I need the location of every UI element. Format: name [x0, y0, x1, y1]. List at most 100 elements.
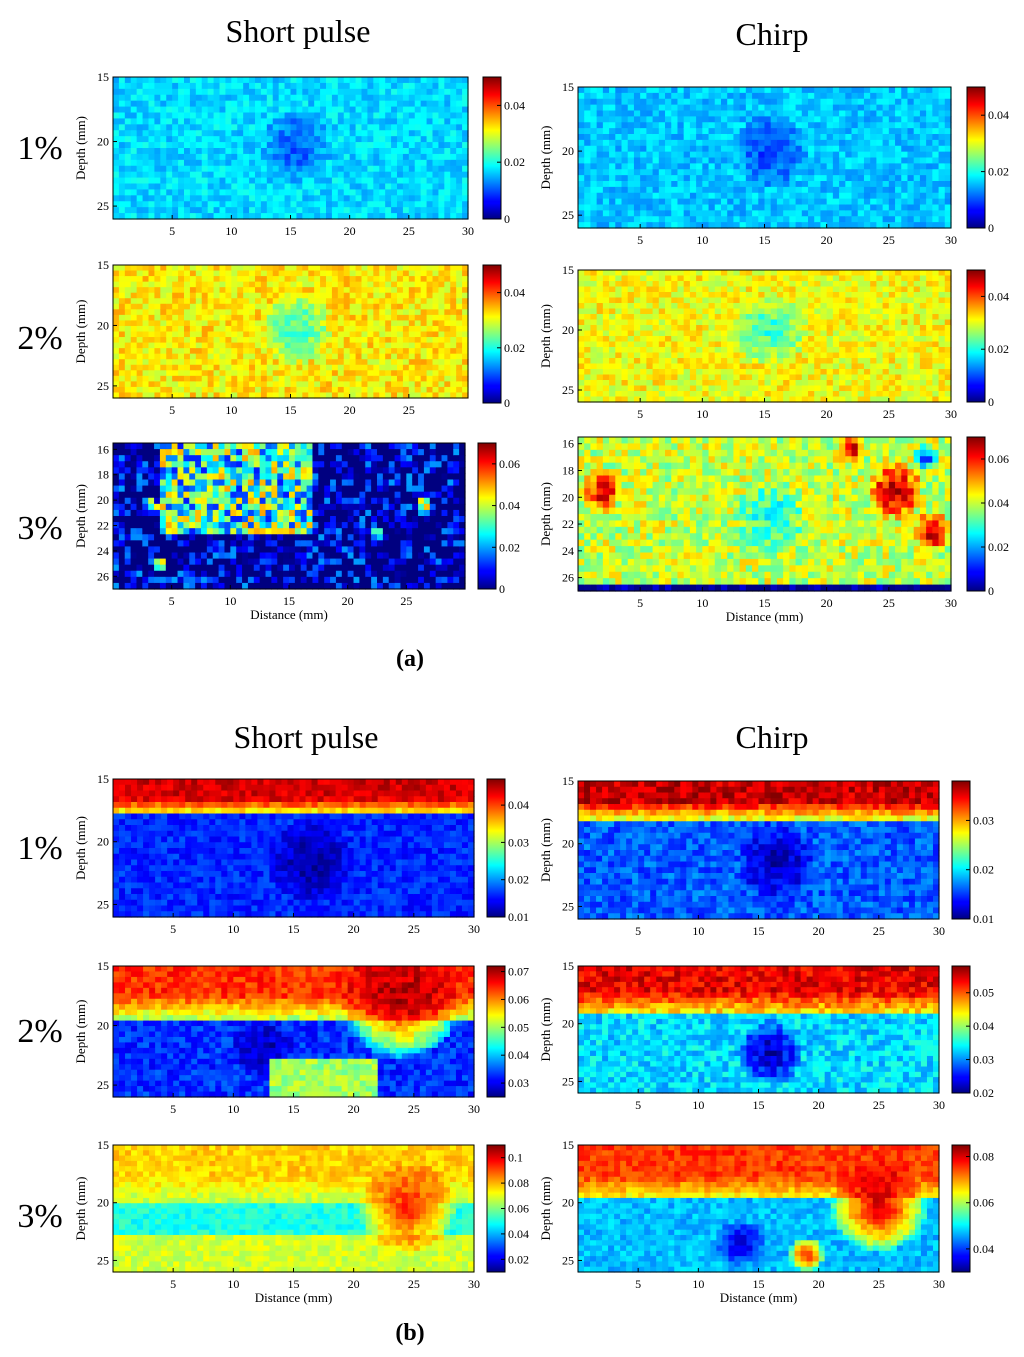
x-axis-label: Distance (mm) — [720, 1290, 798, 1305]
colorbar-tick-label: 0.04 — [988, 289, 1009, 303]
y-tick-label: 25 — [97, 199, 109, 213]
colorbar-tick-label: 0.06 — [973, 1196, 994, 1210]
column-title: Short pulse — [234, 719, 379, 755]
x-tick-label: 15 — [753, 1277, 765, 1291]
x-tick-label: 20 — [813, 1098, 825, 1112]
y-tick-label: 20 — [97, 493, 109, 507]
x-tick-label: 20 — [348, 1102, 360, 1116]
colorbar — [966, 86, 986, 229]
x-tick-label: 10 — [696, 233, 708, 247]
heatmap-image — [113, 443, 466, 590]
colorbar-tick-label: 0.02 — [504, 341, 525, 355]
x-tick-label: 20 — [821, 407, 833, 421]
colorbar — [966, 436, 986, 592]
heatmap-4: 5 10 15 20 25 30 15 20 25 Depth (mm) 0 0.02 0.04 — [538, 263, 1009, 421]
y-tick-label: 25 — [562, 1253, 574, 1267]
y-axis-label: Depth (mm) — [73, 1177, 88, 1241]
y-tick-label: 15 — [97, 258, 109, 272]
heatmap-image — [578, 966, 940, 1094]
colorbar-tick-label: 0.08 — [508, 1176, 529, 1190]
y-tick-label: 15 — [97, 772, 109, 786]
y-tick-label: 15 — [97, 1138, 109, 1152]
heatmap-7: 5 10 15 20 25 30 15 20 25 Depth (mm) Short pulse 1%… — [17, 719, 529, 936]
colorbar — [951, 965, 971, 1094]
x-tick-label: 15 — [759, 596, 771, 610]
colorbar-tick-label: 0.04 — [504, 286, 525, 300]
colorbar-tick-label: 0.02 — [973, 863, 994, 877]
colorbar-tick-label: 0 — [504, 212, 510, 226]
y-tick-label: 20 — [562, 490, 574, 504]
y-axis-label: Depth (mm) — [73, 1000, 88, 1064]
x-tick-label: 15 — [285, 403, 297, 417]
heatmap-image — [578, 437, 952, 592]
colorbar-tick-label: 0.03 — [973, 1053, 994, 1067]
colorbar-tick-label: 0.06 — [499, 457, 520, 471]
x-tick-label: 25 — [403, 403, 415, 417]
row-label: 3% — [17, 1198, 62, 1235]
y-tick-label: 26 — [562, 571, 574, 585]
x-tick-label: 10 — [227, 1102, 239, 1116]
row-label: 1% — [17, 130, 62, 167]
heatmap-1: 5 10 15 20 25 30 15 20 25 Depth (mm) Short pulse 1%… — [17, 13, 525, 238]
colorbar-tick-label: 0.04 — [499, 499, 520, 513]
y-tick-label: 20 — [562, 1017, 574, 1031]
x-tick-label: 20 — [344, 403, 356, 417]
y-tick-label: 20 — [562, 323, 574, 337]
colorbar-tick-label: 0.03 — [973, 813, 994, 827]
colorbar — [486, 778, 506, 918]
y-tick-label: 15 — [562, 959, 574, 973]
x-tick-label: 25 — [408, 922, 420, 936]
colorbar-tick-label: 0.01 — [508, 910, 529, 924]
colorbar-tick-label: 0.02 — [988, 540, 1009, 554]
colorbar — [486, 965, 506, 1098]
x-tick-label: 15 — [285, 224, 297, 238]
y-tick-label: 25 — [97, 379, 109, 393]
colorbar-tick-label: 0.05 — [508, 1020, 529, 1034]
x-tick-label: 30 — [462, 224, 474, 238]
x-tick-label: 10 — [696, 407, 708, 421]
x-tick-label: 15 — [288, 922, 300, 936]
x-tick-label: 5 — [635, 1277, 641, 1291]
colorbar-tick-label: 0.06 — [508, 992, 529, 1006]
x-tick-label: 30 — [945, 407, 957, 421]
x-tick-label: 15 — [753, 1098, 765, 1112]
x-tick-label: 10 — [227, 922, 239, 936]
y-tick-label: 25 — [562, 1074, 574, 1088]
panel-a-label: (a) — [396, 646, 424, 672]
x-axis-label: Distance (mm) — [250, 607, 328, 622]
x-tick-label: 30 — [468, 1102, 480, 1116]
x-tick-label: 10 — [696, 596, 708, 610]
heatmap-image — [578, 1145, 940, 1273]
colorbar-tick-label: 0.02 — [508, 873, 529, 887]
heatmap-image — [113, 779, 475, 918]
colorbar-tick-label: 0.01 — [973, 912, 994, 926]
x-axis-label: Distance (mm) — [726, 609, 804, 624]
colorbar-tick-label: 0.05 — [973, 986, 994, 1000]
row-label: 2% — [17, 1013, 62, 1050]
y-tick-label: 25 — [562, 383, 574, 397]
colorbar — [966, 269, 986, 403]
heatmap-6: 5 10 15 20 25 30 16 18 20 22 24 26 Depth (mm) Distanc… — [538, 436, 1009, 624]
y-tick-label: 25 — [97, 1078, 109, 1092]
x-tick-label: 20 — [344, 224, 356, 238]
x-tick-label: 30 — [933, 1098, 945, 1112]
y-tick-label: 25 — [97, 1253, 109, 1267]
heatmap-3: 5 10 15 20 25 15 20 25 Depth (mm) 2% 0 0.02 0.04 — [17, 258, 525, 417]
x-tick-label: 5 — [169, 594, 175, 608]
x-tick-label: 30 — [933, 924, 945, 938]
heatmap-2: 5 10 15 20 25 30 15 20 25 Depth (mm) Chirp 0 0.02 0.0… — [538, 16, 1009, 247]
x-axis-label: Distance (mm) — [255, 1290, 333, 1305]
x-tick-label: 5 — [170, 1277, 176, 1291]
colorbar-tick-label: 0 — [988, 221, 994, 235]
colorbar-tick-label: 0.07 — [508, 965, 529, 979]
x-tick-label: 5 — [637, 407, 643, 421]
x-tick-label: 30 — [945, 233, 957, 247]
x-tick-label: 20 — [342, 594, 354, 608]
x-tick-label: 10 — [692, 924, 704, 938]
x-tick-label: 15 — [288, 1277, 300, 1291]
x-tick-label: 10 — [225, 403, 237, 417]
x-tick-label: 15 — [759, 407, 771, 421]
x-tick-label: 20 — [821, 233, 833, 247]
x-tick-label: 25 — [873, 924, 885, 938]
